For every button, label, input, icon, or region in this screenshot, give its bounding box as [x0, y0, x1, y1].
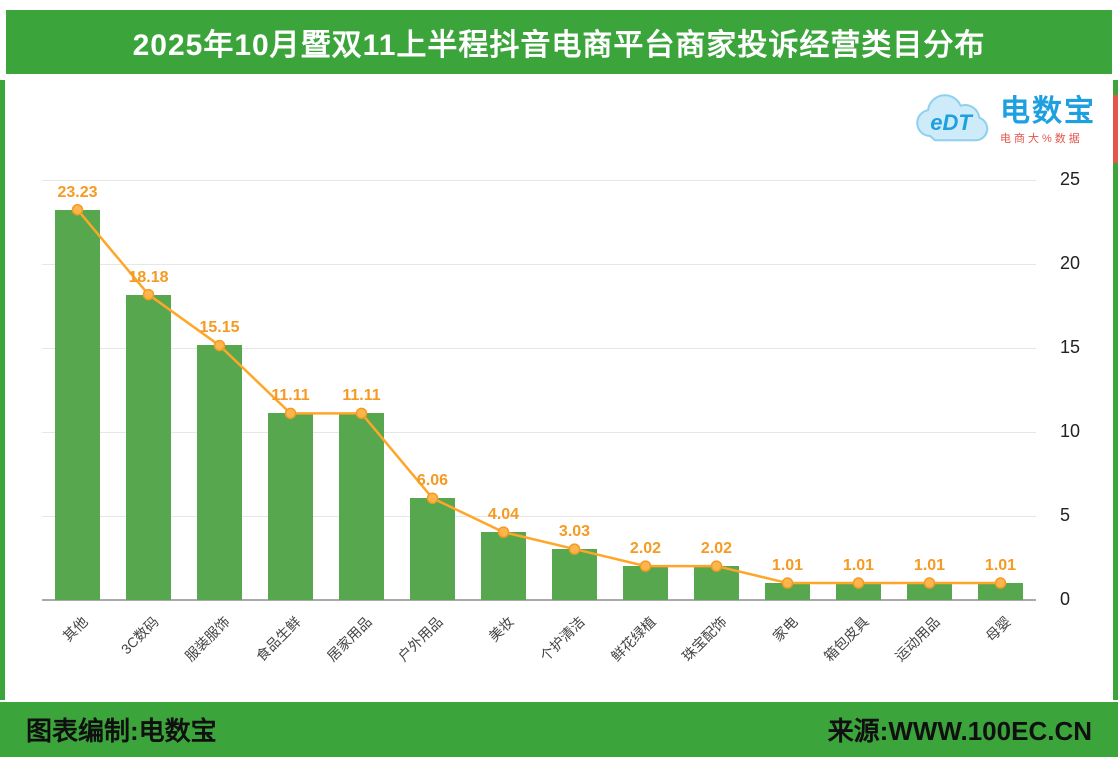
x-axis-label: 母婴	[982, 613, 1014, 645]
trend-marker	[781, 577, 794, 589]
bar	[907, 583, 952, 600]
gridline	[42, 264, 1036, 265]
x-axis-label: 鲜花绿植	[607, 613, 659, 665]
logo-accent-strip	[1113, 95, 1118, 163]
gridline	[42, 432, 1036, 433]
x-axis-label: 居家用品	[323, 613, 375, 665]
chart-region: eDT 电数宝 电商大%数据 23.23 18.18 15.15 11.11 11.11…	[8, 80, 1110, 698]
trend-marker	[426, 492, 439, 504]
x-axis-label: 家电	[769, 613, 801, 645]
footer-credit: 图表编制:电数宝	[26, 716, 217, 746]
chart-title-banner: 2025年10月暨双11上半程抖音电商平台商家投诉经营类目分布	[6, 10, 1112, 74]
trend-marker	[639, 560, 652, 572]
x-axis-label: 食品生鲜	[252, 613, 304, 665]
value-label: 18.18	[128, 268, 169, 286]
bar	[197, 345, 242, 600]
brand-subtitle: 电商大%数据	[1000, 132, 1083, 145]
value-label: 11.11	[342, 387, 381, 405]
x-axis-label: 户外用品	[394, 613, 446, 665]
value-label: 23.23	[57, 183, 98, 201]
value-label: 3.03	[558, 523, 591, 541]
x-axis-label: 美妆	[485, 613, 517, 645]
x-axis-label: 其他	[59, 613, 91, 645]
value-label: 6.06	[416, 472, 449, 490]
svg-text:eDT: eDT	[930, 110, 973, 135]
trend-marker	[710, 560, 723, 572]
gridline	[42, 348, 1036, 349]
y-axis-label: 25	[1060, 169, 1081, 189]
trend-marker	[994, 577, 1007, 589]
trend-line-layer	[71, 203, 1007, 589]
bar	[55, 209, 100, 600]
brand-name: 电数宝	[1000, 95, 1096, 129]
bar	[126, 294, 171, 600]
bar	[978, 583, 1023, 600]
y-axis-label: 20	[1060, 253, 1081, 273]
x-axis-label: 服装服饰	[181, 613, 233, 665]
footer-source: 来源:WWW.100EC.CN	[827, 716, 1092, 746]
cloud-logo-icon: eDT	[916, 94, 989, 142]
y-axis: 0 5 10 15 20 25	[1046, 169, 1110, 609]
trend-line	[76, 208, 1001, 585]
logo-text: 电数宝 电商大%数据	[1000, 96, 1096, 146]
x-axis-label: 运动用品	[891, 613, 943, 665]
gridline	[42, 516, 1036, 517]
value-label: 11.11	[271, 387, 310, 405]
footer-banner: 图表编制:电数宝 来源:WWW.100EC.CN	[0, 702, 1118, 757]
trend-marker	[923, 577, 936, 589]
y-axis-label: 15	[1060, 337, 1081, 357]
bar	[552, 549, 597, 600]
trend-marker	[497, 526, 510, 538]
plot-area: 23.23 18.18 15.15 11.11 11.11 6.06 4.04 3.03 2.0…	[42, 180, 1036, 601]
value-label: 2.02	[700, 540, 733, 558]
value-label: 1.01	[842, 557, 875, 575]
right-edge-strip	[1113, 80, 1118, 700]
value-label: 1.01	[984, 557, 1017, 575]
trend-marker	[568, 543, 581, 555]
gridline	[42, 180, 1036, 181]
trend-marker	[852, 577, 865, 589]
x-axis-label: 珠宝配饰	[678, 613, 730, 665]
brand-logo: eDT 电数宝 电商大%数据	[908, 92, 1096, 150]
bar	[410, 498, 455, 600]
bar	[268, 413, 313, 600]
y-axis-label: 5	[1060, 505, 1071, 525]
page-title: 2025年10月暨双11上半程抖音电商平台商家投诉经营类目分布	[132, 29, 986, 62]
y-axis-label: 0	[1060, 589, 1071, 609]
value-label: 1.01	[771, 557, 804, 575]
gridline	[42, 599, 1036, 601]
bar	[481, 532, 526, 600]
trend-marker	[142, 288, 155, 301]
left-edge-strip	[0, 80, 5, 700]
bar	[765, 583, 810, 600]
trend-marker	[213, 339, 226, 352]
x-axis-label: 箱包皮具	[820, 613, 872, 665]
y-axis-label: 10	[1060, 421, 1081, 441]
x-axis-label: 3C数码	[117, 613, 162, 658]
x-axis-label: 个护清洁	[536, 613, 588, 665]
trend-marker	[71, 203, 84, 216]
value-label: 15.15	[199, 319, 240, 337]
bar	[339, 413, 384, 600]
trend-marker	[284, 407, 297, 420]
x-axis: 其他 3C数码 服装服饰 食品生鲜 居家用品 户外用品 美妆 个护清洁 鲜花绿植 珠宝配饰 家电 箱包…	[42, 600, 1036, 698]
bar	[836, 583, 881, 600]
value-label: 1.01	[913, 557, 946, 575]
trend-marker	[355, 407, 368, 420]
value-label: 2.02	[629, 540, 662, 558]
value-label: 4.04	[487, 506, 520, 524]
